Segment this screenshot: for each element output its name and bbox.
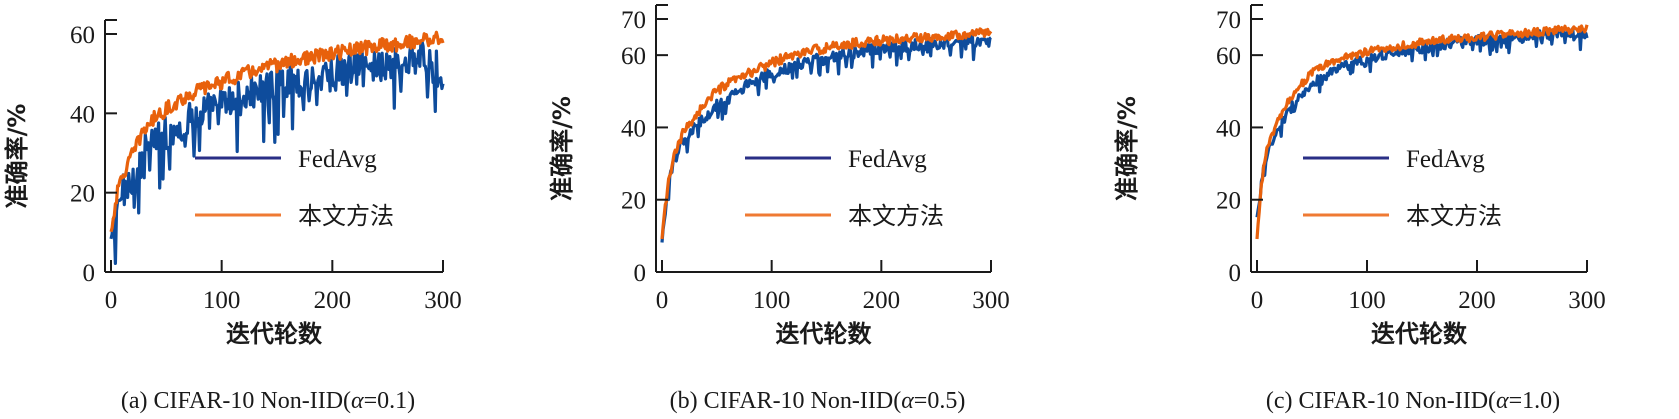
y-axis-title: 准确率/%: [3, 104, 31, 209]
y-tick-label: 40: [621, 115, 646, 142]
y-axis-title: 准确率/%: [1113, 96, 1141, 201]
x-tick-label: 100: [1348, 287, 1386, 314]
chart-panel-c: 0 20 40 60 70 0 100 200 300 迭代轮数 准确率/% FedAvg 本文方法 (c…: [1090, 0, 1679, 419]
legend: FedAvg 本文方法: [745, 146, 944, 230]
legend: FedAvg 本文方法: [195, 146, 394, 230]
chart-panel-b: 0 20 40 60 70 0 100 200 300 迭代轮数 准确率/% FedAvg 本文方法 (b…: [540, 0, 1100, 419]
legend-label-fedavg: FedAvg: [298, 146, 377, 173]
y-tick-label: 20: [621, 188, 646, 215]
legend-label-fedavg: FedAvg: [848, 146, 927, 173]
series-line-proposed: [660, 27, 993, 240]
chart-caption: (b) CIFAR-10 Non-IID(α=0.5): [670, 388, 966, 414]
y-tick-label: 20: [70, 181, 95, 208]
caption-suffix: =1.0): [1509, 388, 1561, 414]
y-tick-label: 0: [634, 260, 647, 287]
chart-caption: (a) CIFAR-10 Non-IID(α=0.1): [121, 388, 415, 414]
y-tick-label: 70: [1216, 7, 1241, 34]
chart-panel-a: 0 20 40 60 0 100 200 300 迭代轮数 准确率/% FedAvg 本文方法 (a) …: [0, 0, 560, 419]
legend-label-proposed: 本文方法: [1406, 202, 1502, 230]
y-tick-label: 0: [1229, 260, 1242, 287]
x-tick-label: 200: [1458, 287, 1496, 314]
caption-suffix: =0.5): [914, 388, 966, 414]
caption-suffix: =0.1): [364, 388, 416, 414]
x-axis-title: 迭代轮数: [776, 320, 873, 348]
caption-prefix: (a) CIFAR-10 Non-IID(: [121, 388, 351, 414]
chart-a-svg: 0 20 40 60 0 100 200 300 迭代轮数 准确率/% FedAvg 本文方法 (a) …: [3, 19, 462, 414]
x-tick-label: 0: [105, 287, 118, 314]
y-tick-label: 40: [70, 101, 95, 128]
x-tick-label: 300: [972, 287, 1010, 314]
x-tick-label: 200: [863, 287, 901, 314]
caption-prefix: (c) CIFAR-10 Non-IID(: [1266, 388, 1496, 414]
legend-label-proposed: 本文方法: [298, 202, 394, 230]
legend-label-fedavg: FedAvg: [1406, 146, 1485, 173]
x-axis-title: 迭代轮数: [1371, 320, 1468, 348]
x-tick-label: 200: [314, 287, 352, 314]
caption-alpha: α: [351, 388, 364, 414]
legend-label-proposed: 本文方法: [848, 202, 944, 230]
series-line-fedavg: [1255, 27, 1589, 218]
x-tick-label: 0: [656, 287, 669, 314]
y-tick-label: 0: [83, 260, 96, 287]
y-tick-label: 40: [1216, 115, 1241, 142]
chart-c-svg: 0 20 40 60 70 0 100 200 300 迭代轮数 准确率/% FedAvg 本文方法 (c…: [1113, 4, 1606, 414]
x-tick-label: 300: [1568, 287, 1606, 314]
series-line-fedavg: [109, 39, 445, 265]
series-line-proposed: [1255, 24, 1589, 240]
y-tick-label: 60: [621, 43, 646, 70]
y-tick-label: 60: [70, 22, 95, 49]
x-tick-label: 300: [424, 287, 462, 314]
series-line-proposed: [109, 30, 445, 233]
x-axis-title: 迭代轮数: [226, 320, 323, 348]
x-tick-label: 100: [203, 287, 241, 314]
caption-prefix: (b) CIFAR-10 Non-IID(: [670, 388, 902, 414]
y-tick-label: 70: [621, 7, 646, 34]
x-tick-label: 0: [1251, 287, 1264, 314]
y-axis-title: 准确率/%: [548, 96, 576, 201]
series-line-fedavg: [660, 33, 992, 243]
chart-caption: (c) CIFAR-10 Non-IID(α=1.0): [1266, 388, 1560, 414]
caption-alpha: α: [1496, 388, 1509, 414]
y-tick-label: 60: [1216, 43, 1241, 70]
legend: FedAvg 本文方法: [1303, 146, 1502, 230]
caption-alpha: α: [901, 388, 914, 414]
y-tick-label: 20: [1216, 188, 1241, 215]
chart-b-svg: 0 20 40 60 70 0 100 200 300 迭代轮数 准确率/% FedAvg 本文方法 (b…: [548, 4, 1010, 414]
x-tick-label: 100: [753, 287, 791, 314]
